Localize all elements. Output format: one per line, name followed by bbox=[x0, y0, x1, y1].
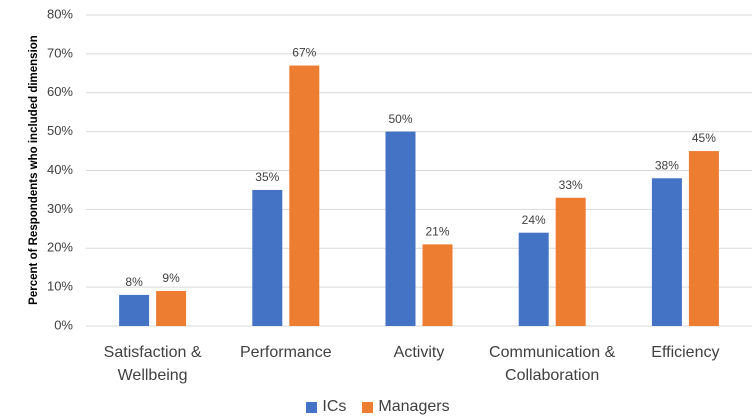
data-label: 38% bbox=[655, 158, 679, 172]
data-label: 24% bbox=[522, 213, 546, 227]
legend-label: ICs bbox=[322, 398, 347, 415]
bar bbox=[289, 65, 320, 326]
bar bbox=[119, 294, 150, 326]
bar bbox=[688, 151, 719, 326]
legend-swatch bbox=[306, 401, 318, 413]
y-tick-label: 80% bbox=[47, 6, 73, 21]
y-tick-label: 60% bbox=[47, 84, 73, 99]
x-tick-label: Communication & Collaboration bbox=[489, 344, 616, 384]
y-tick-label: 40% bbox=[47, 162, 73, 177]
x-tick-label: Satisfaction & Wellbeing bbox=[103, 344, 202, 384]
data-label: 35% bbox=[255, 170, 279, 184]
data-label: 45% bbox=[692, 131, 716, 145]
bar bbox=[156, 291, 187, 326]
y-tick-label: 0% bbox=[54, 317, 73, 332]
legend-label: Managers bbox=[378, 398, 450, 415]
legend-item: ICs bbox=[306, 398, 346, 416]
y-tick-label: 10% bbox=[47, 279, 73, 294]
legend: ICs Managers bbox=[0, 398, 756, 416]
bar bbox=[252, 189, 283, 326]
y-tick-label: 70% bbox=[47, 45, 73, 60]
x-tick-label: Efficiency bbox=[651, 344, 720, 361]
y-tick-label: 30% bbox=[47, 201, 73, 216]
data-label: 8% bbox=[125, 275, 143, 289]
legend-item: Managers bbox=[362, 398, 450, 416]
x-tick-label: Performance bbox=[240, 344, 332, 361]
data-label: 67% bbox=[292, 46, 316, 60]
y-tick-label: 50% bbox=[47, 123, 73, 138]
bar bbox=[555, 197, 586, 326]
bar bbox=[385, 131, 416, 326]
data-label: 9% bbox=[162, 271, 180, 285]
legend-swatch bbox=[362, 401, 374, 413]
y-tick-label: 20% bbox=[47, 240, 73, 255]
bar bbox=[518, 232, 549, 326]
bar bbox=[651, 178, 682, 326]
data-label: 33% bbox=[559, 178, 583, 192]
y-axis-label: Percent of Respondents who included dime… bbox=[28, 35, 40, 305]
data-label: 21% bbox=[425, 225, 449, 239]
data-label: 50% bbox=[388, 112, 412, 126]
x-tick-label: Activity bbox=[393, 344, 445, 361]
bar bbox=[422, 244, 453, 326]
